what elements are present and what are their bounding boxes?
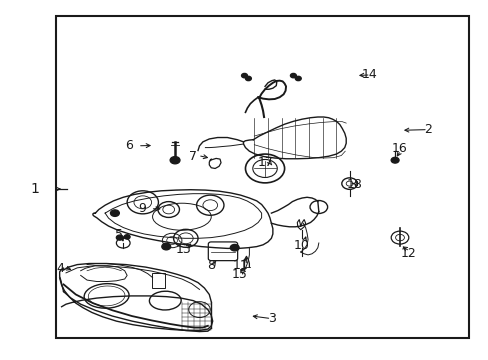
Circle shape [295, 76, 301, 81]
Circle shape [241, 73, 247, 78]
Text: 15: 15 [232, 268, 247, 281]
Circle shape [110, 210, 119, 216]
Circle shape [290, 73, 296, 78]
Text: 9: 9 [138, 202, 146, 215]
Circle shape [116, 235, 123, 240]
Text: 11: 11 [232, 259, 247, 272]
Text: 13: 13 [176, 243, 191, 256]
Text: 2: 2 [424, 123, 431, 136]
Text: 16: 16 [391, 142, 407, 155]
Text: 12: 12 [400, 247, 416, 260]
Circle shape [245, 76, 251, 81]
Text: 3: 3 [267, 312, 275, 325]
Circle shape [162, 243, 170, 250]
Text: 4: 4 [57, 262, 64, 275]
Circle shape [390, 157, 398, 163]
Circle shape [170, 157, 180, 164]
Text: 18: 18 [346, 178, 362, 191]
Text: 14: 14 [361, 68, 377, 81]
Text: 6: 6 [125, 139, 133, 152]
Text: 10: 10 [293, 239, 308, 252]
Circle shape [124, 235, 130, 239]
Text: 5: 5 [115, 228, 123, 240]
Text: 8: 8 [206, 259, 214, 272]
Text: 17: 17 [258, 156, 273, 169]
Bar [151, 273, 165, 288]
Circle shape [230, 244, 239, 251]
Text: 7: 7 [188, 150, 196, 163]
Bar [56, 16, 468, 338]
Text: 1: 1 [31, 182, 40, 196]
